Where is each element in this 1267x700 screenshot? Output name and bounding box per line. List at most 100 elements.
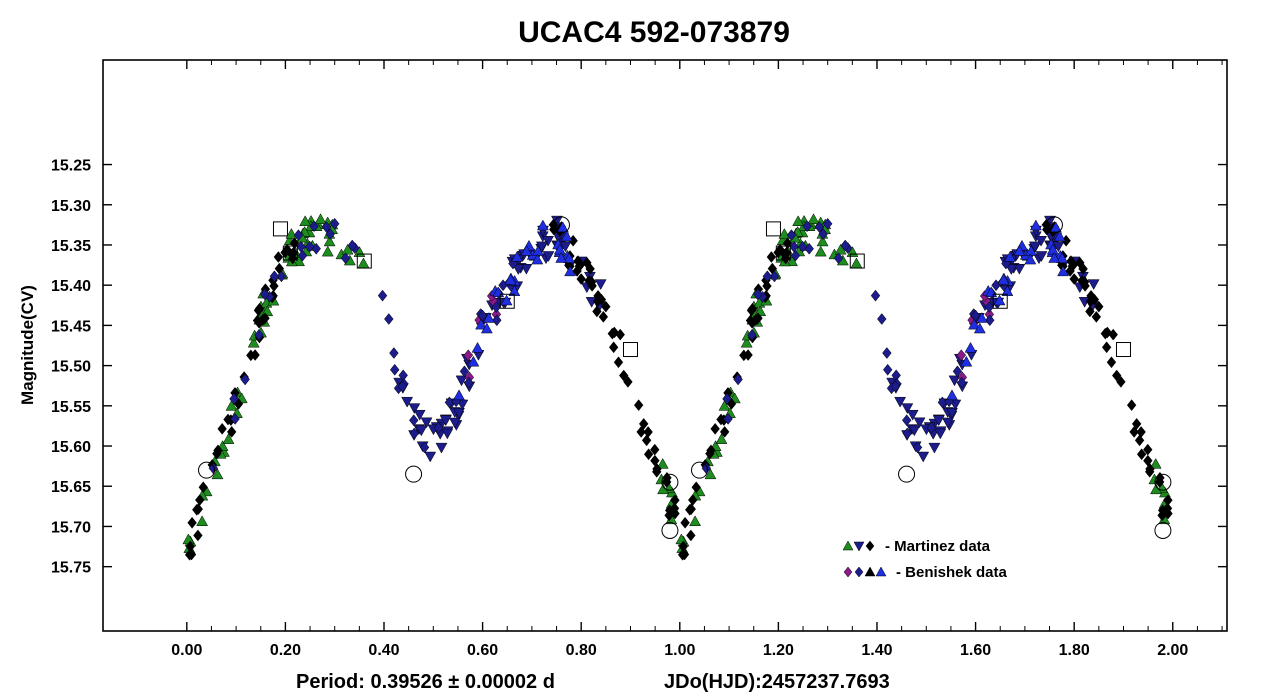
legend-marker [854, 566, 864, 578]
data-point-marker [229, 392, 239, 405]
data-point-marker [293, 255, 305, 267]
data-point-marker [792, 215, 805, 226]
data-point-marker [906, 409, 919, 421]
data-point-marker [556, 221, 569, 233]
highlight-circle-marker [898, 465, 916, 483]
data-point-marker [1087, 279, 1100, 290]
data-point-marker [254, 329, 264, 341]
data-point-marker [314, 213, 327, 224]
data-point-marker [584, 274, 594, 287]
data-point-marker [834, 243, 847, 255]
data-point-marker [941, 417, 954, 429]
x-tick-label: 0.80 [566, 642, 597, 659]
data-point-marker [536, 219, 549, 231]
x-tick-label: 1.80 [1059, 642, 1090, 659]
data-point-marker [576, 273, 586, 285]
data-point-marker [669, 502, 680, 515]
data-point-marker [1029, 219, 1042, 231]
data-point-marker [1111, 369, 1122, 382]
data-point-marker [753, 288, 763, 301]
data-point-marker [471, 341, 484, 353]
data-point-marker [420, 417, 433, 429]
data-point-marker [985, 314, 995, 327]
data-point-marker [325, 228, 335, 240]
x-tick-label: 2.00 [1157, 642, 1188, 659]
data-point-marker [555, 252, 568, 263]
data-point-marker [964, 341, 977, 353]
data-point-marker [1075, 256, 1085, 269]
data-point-marker [520, 244, 533, 256]
data-point-marker [1069, 273, 1079, 285]
legend-marker [842, 540, 854, 551]
data-point-marker [814, 221, 825, 233]
data-point-marker [230, 413, 240, 425]
legend-marker [853, 541, 865, 552]
x-tick-label: 0.20 [270, 642, 301, 659]
data-point-marker [877, 313, 887, 325]
data-point-marker [296, 240, 306, 253]
data-point-marker [786, 229, 797, 242]
jdo-label-prefix: JDo(HJD): [664, 671, 762, 693]
data-point-marker [790, 249, 801, 262]
data-point-marker [1005, 264, 1018, 276]
data-point-marker [222, 433, 235, 444]
data-point-marker [419, 441, 430, 454]
data-point-marker [512, 264, 525, 276]
data-point-marker [686, 529, 696, 542]
data-point-marker [455, 375, 468, 387]
data-point-marker [212, 447, 222, 460]
chart-title: UCAC4 592-073879 [518, 16, 790, 49]
highlight-square-marker [765, 221, 781, 237]
data-point-marker [453, 407, 465, 419]
data-point-marker [464, 376, 474, 389]
data-point-marker [1028, 241, 1041, 253]
data-point-marker [902, 414, 912, 427]
data-point-marker [652, 463, 662, 475]
data-point-marker [424, 451, 437, 463]
data-point-marker [746, 304, 757, 317]
data-point-marker [247, 336, 260, 348]
data-point-marker [710, 422, 720, 435]
data-point-marker [1145, 463, 1155, 475]
highlight-square-marker [622, 342, 638, 358]
data-point-marker [1129, 426, 1139, 438]
y-tick-label: 15.40 [51, 278, 91, 295]
data-point-marker [492, 314, 502, 327]
data-point-marker [739, 349, 749, 362]
data-point-marker [520, 263, 533, 275]
data-point-marker [196, 515, 209, 527]
data-point-marker [439, 415, 452, 427]
highlight-square-marker [272, 221, 288, 237]
data-point-marker [753, 312, 763, 325]
data-point-marker [901, 403, 914, 415]
data-point-marker [908, 425, 921, 437]
data-point-marker [211, 468, 224, 480]
data-point-marker [718, 400, 731, 411]
data-point-marker [1053, 230, 1066, 242]
data-point-marker [453, 389, 465, 401]
data-point-marker [1013, 244, 1026, 256]
data-point-marker [1035, 235, 1047, 247]
data-point-marker [441, 428, 454, 440]
data-point-marker [762, 270, 773, 283]
data-point-marker [948, 375, 961, 387]
data-point-marker [1066, 255, 1076, 268]
y-tick-label: 15.50 [51, 359, 91, 376]
highlight-square-marker [356, 253, 372, 269]
legend-marker [864, 566, 876, 577]
data-point-marker [225, 400, 238, 411]
data-point-marker [1046, 243, 1059, 255]
highlight-circle-marker [405, 465, 423, 483]
data-point-marker [993, 294, 1006, 306]
data-point-marker [786, 255, 798, 267]
data-point-marker [778, 228, 791, 239]
data-point-marker [1035, 251, 1048, 262]
data-point-marker [482, 312, 495, 323]
data-point-marker [745, 314, 756, 327]
data-point-marker [1149, 457, 1162, 469]
highlighted-points [198, 216, 1172, 539]
y-tick-label: 15.45 [51, 318, 91, 335]
data-point-marker [686, 503, 696, 516]
data-point-marker [975, 312, 988, 323]
